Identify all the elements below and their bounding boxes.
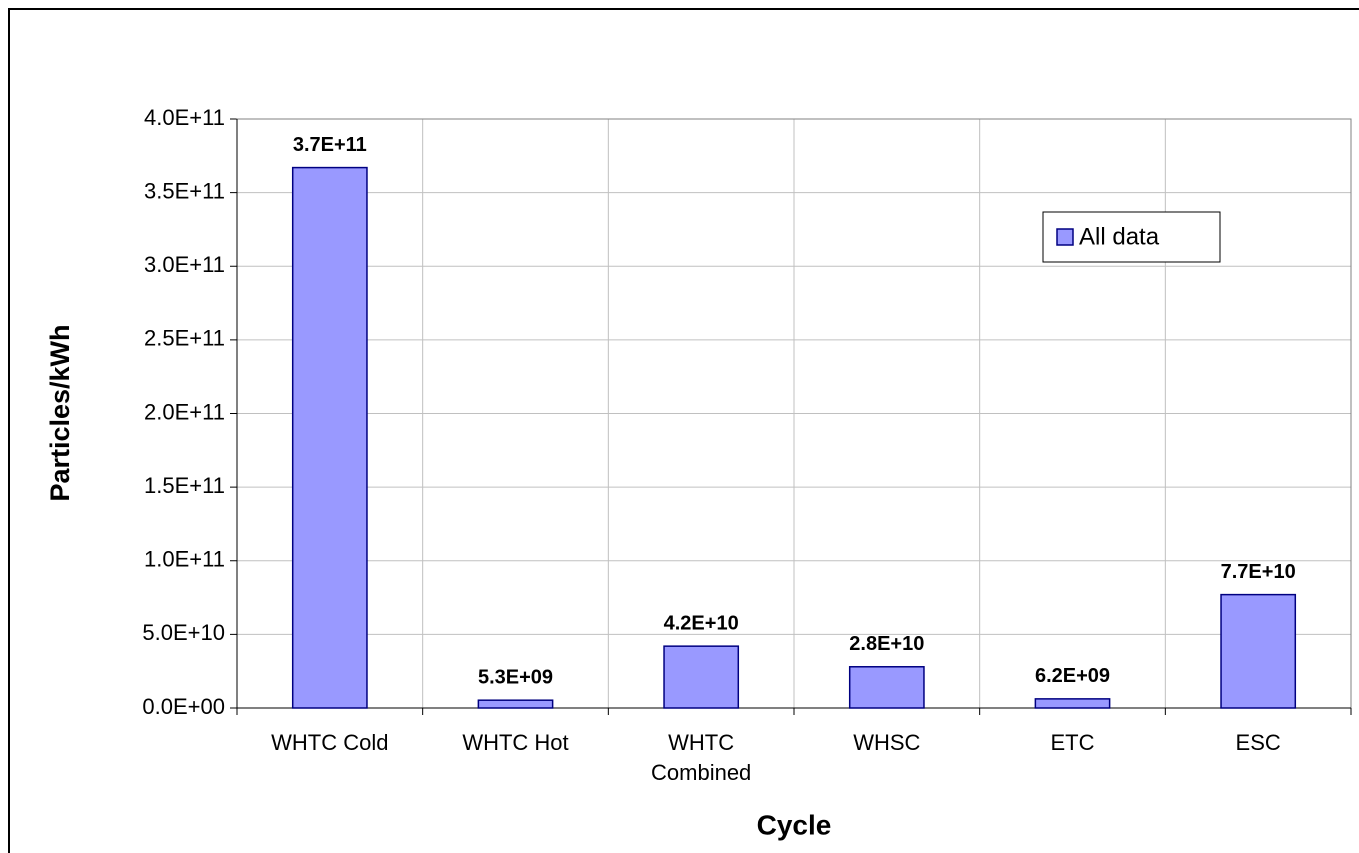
data-label: 4.2E+10 <box>664 612 739 634</box>
y-tick-label: 0.0E+00 <box>142 694 225 719</box>
data-label: 5.3E+09 <box>478 666 553 688</box>
bar <box>477 699 554 709</box>
legend-label: All data <box>1079 223 1160 250</box>
bar <box>848 666 925 709</box>
y-tick-label: 3.5E+11 <box>144 178 225 203</box>
bar <box>663 645 740 709</box>
legend-swatch <box>1056 228 1074 246</box>
y-tick-label: 1.0E+11 <box>144 547 225 572</box>
x-tick-label: ESC <box>1235 730 1281 755</box>
data-label: 6.2E+09 <box>1035 665 1110 687</box>
y-tick-label: 1.5E+11 <box>144 473 225 498</box>
x-axis-title: Cycle <box>757 809 832 840</box>
y-tick-label: 2.0E+11 <box>144 399 225 424</box>
data-label: 7.7E+10 <box>1221 561 1296 583</box>
x-tick-label: WHTC Cold <box>271 730 389 755</box>
frame <box>8 8 1359 853</box>
x-tick-label: WHSC <box>853 730 921 755</box>
x-tick-label: WHTC Combined <box>651 730 752 785</box>
y-tick-label: 2.5E+11 <box>144 326 225 351</box>
x-tick-label: WHTC Hot <box>462 730 569 755</box>
data-label: 2.8E+10 <box>849 633 924 655</box>
bar <box>1220 593 1297 709</box>
y-tick-label: 4.0E+11 <box>144 105 225 130</box>
y-tick-label: 5.0E+10 <box>142 620 225 645</box>
bar <box>1034 698 1111 709</box>
y-tick-label: 3.0E+11 <box>144 252 225 277</box>
x-tick-label: ETC <box>1050 730 1095 755</box>
bar <box>291 166 368 709</box>
data-label: 3.7E+11 <box>293 134 367 156</box>
y-axis-title: Particles/kWh <box>45 324 75 501</box>
